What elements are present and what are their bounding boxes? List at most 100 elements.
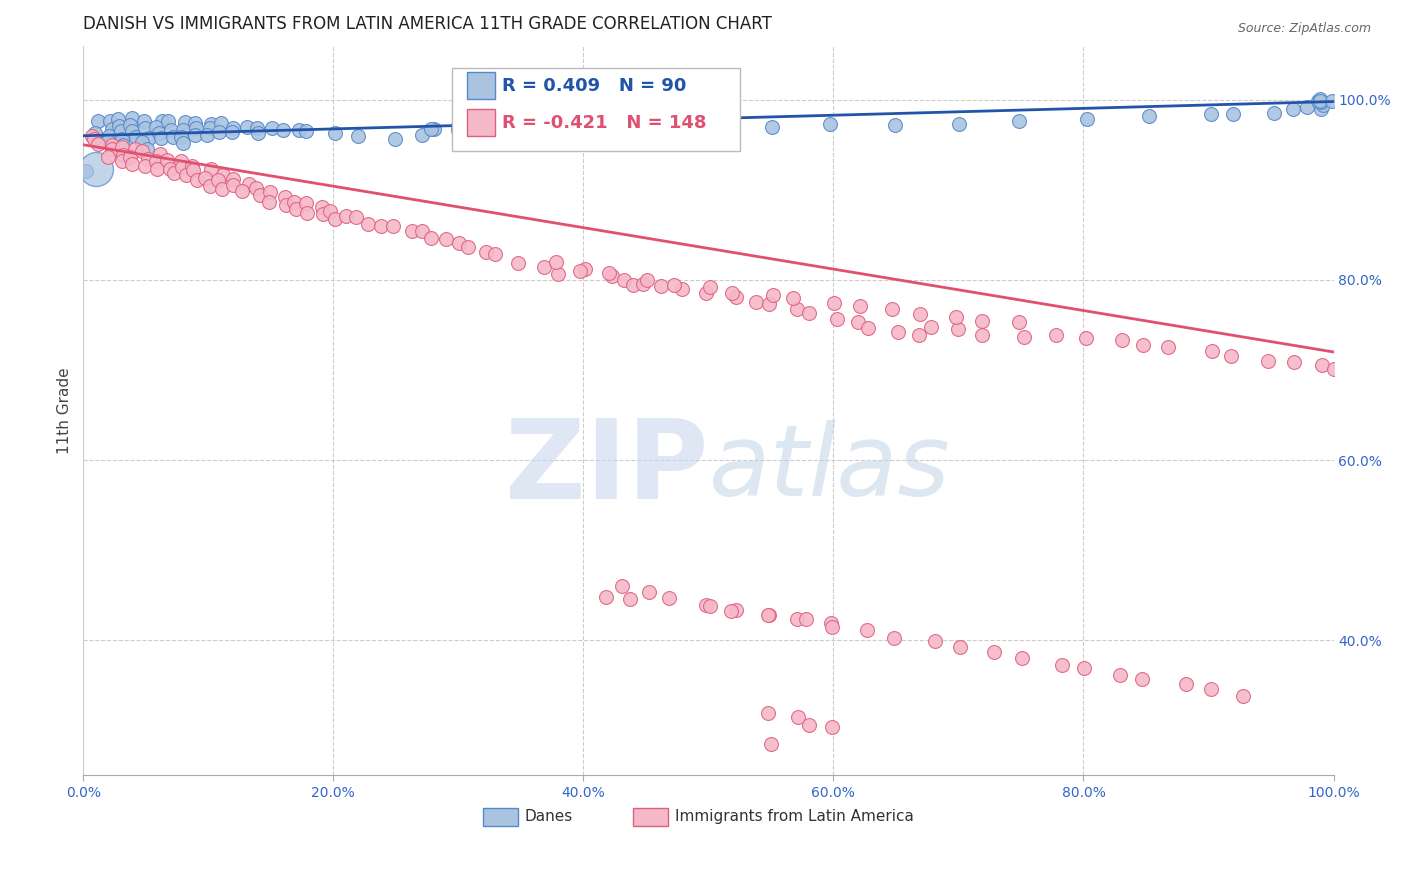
Point	[1201, 343, 1223, 358]
Point	[156, 153, 179, 168]
Point	[1263, 106, 1285, 120]
Point	[1308, 94, 1330, 108]
Point	[221, 125, 243, 139]
Point	[274, 190, 297, 204]
Point	[319, 203, 342, 218]
Point	[295, 196, 318, 211]
Point	[499, 121, 522, 136]
Point	[796, 612, 818, 626]
Bar	[467, 109, 495, 136]
Point	[574, 261, 596, 276]
Point	[797, 718, 820, 732]
Point	[1232, 689, 1254, 703]
Point	[112, 138, 135, 153]
Point	[83, 132, 105, 146]
Point	[650, 279, 672, 293]
Point	[346, 128, 368, 143]
Point	[176, 168, 198, 182]
Point	[132, 114, 155, 128]
Point	[249, 187, 271, 202]
Point	[111, 147, 134, 161]
Point	[569, 264, 592, 278]
Point	[883, 118, 905, 132]
Point	[195, 128, 218, 142]
Point	[125, 129, 148, 144]
Point	[135, 142, 157, 156]
Point	[246, 120, 269, 135]
Point	[572, 120, 595, 135]
Point	[1309, 95, 1331, 109]
Point	[1282, 103, 1305, 117]
Point	[447, 123, 470, 137]
Point	[323, 212, 346, 227]
Point	[87, 113, 110, 128]
Point	[721, 285, 744, 300]
Point	[150, 114, 173, 128]
Point	[1045, 328, 1067, 343]
Point	[138, 152, 160, 166]
Point	[759, 737, 782, 751]
Point	[1309, 95, 1331, 109]
Point	[138, 130, 160, 145]
Point	[184, 128, 207, 143]
Point	[323, 126, 346, 140]
Point	[1220, 349, 1243, 363]
Point	[384, 132, 406, 146]
Point	[212, 168, 235, 182]
Point	[157, 113, 180, 128]
Point	[208, 125, 231, 139]
Point	[856, 623, 879, 637]
Point	[121, 124, 143, 138]
Point	[186, 173, 208, 187]
Point	[311, 200, 333, 214]
Point	[468, 128, 491, 142]
Point	[97, 128, 120, 143]
Point	[945, 310, 967, 324]
Point	[411, 128, 433, 142]
Point	[475, 245, 498, 260]
Point	[222, 178, 245, 192]
Point	[818, 117, 841, 131]
Point	[111, 154, 134, 169]
Point	[695, 598, 717, 612]
Point	[821, 620, 844, 634]
Point	[613, 273, 636, 287]
Point	[658, 591, 681, 606]
Point	[420, 230, 443, 244]
Point	[173, 114, 195, 128]
Point	[181, 163, 204, 178]
Point	[146, 161, 169, 176]
Point	[825, 311, 848, 326]
Point	[1320, 94, 1343, 108]
Point	[664, 277, 686, 292]
Point	[782, 291, 804, 305]
Point	[211, 182, 233, 196]
Point	[118, 118, 141, 132]
Point	[295, 123, 318, 137]
Point	[920, 319, 942, 334]
Point	[257, 194, 280, 209]
Point	[172, 136, 194, 150]
Point	[145, 154, 167, 169]
Point	[422, 122, 444, 136]
Point	[124, 142, 146, 156]
Point	[276, 198, 298, 212]
Point	[145, 120, 167, 134]
Text: atlas: atlas	[709, 420, 950, 517]
Point	[761, 120, 783, 134]
Point	[110, 139, 132, 153]
Point	[598, 266, 620, 280]
Point	[1309, 102, 1331, 116]
Point	[924, 633, 946, 648]
Point	[533, 260, 555, 275]
Point	[797, 306, 820, 320]
FancyBboxPatch shape	[453, 68, 740, 152]
Point	[121, 112, 143, 126]
Point	[544, 254, 567, 268]
Point	[312, 207, 335, 221]
Point	[262, 120, 284, 135]
Point	[472, 122, 495, 136]
Point	[108, 120, 131, 134]
Point	[758, 607, 780, 622]
Point	[419, 122, 441, 136]
